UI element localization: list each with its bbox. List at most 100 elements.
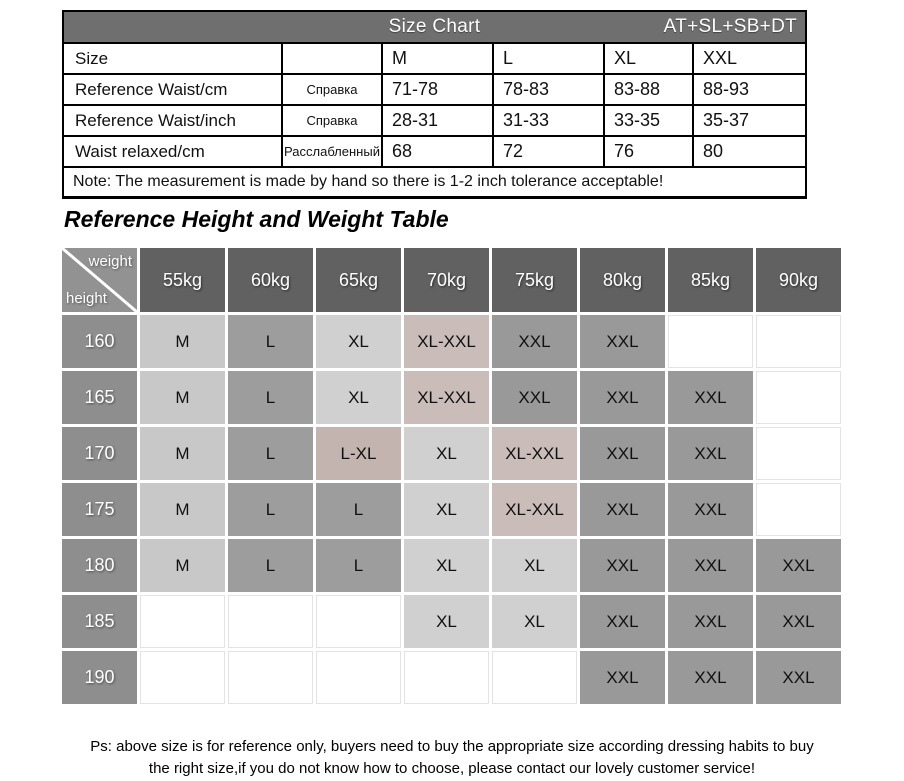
size-cell: XXL [756,595,841,648]
size-cell: XXL [580,427,665,480]
size-cell: L [228,539,313,592]
size-cell: XXL [668,371,753,424]
measure-value: 68 [383,137,492,166]
measure-row-russian-note: Расслабленный [283,137,381,166]
size-cell: XL [404,595,489,648]
size-cell: L [316,483,401,536]
footer-line2: the right size,if you do not know how to… [148,759,756,777]
size-cell: M [140,483,225,536]
height-row-header: 175 [62,483,137,536]
size-cell: XL-XXL [404,371,489,424]
size-cell: L [228,427,313,480]
size-cell: L [228,483,313,536]
size-cell: XXL [580,595,665,648]
empty-cell [316,651,401,704]
size-cell: XL-XXL [492,427,577,480]
size-cell: L-XL [316,427,401,480]
size-cell: XL [404,539,489,592]
size-cell: M [140,539,225,592]
size-cell: XXL [580,315,665,368]
empty-cell [316,595,401,648]
size-cell: XXL [492,315,577,368]
measure-value: 71-78 [383,75,492,104]
measure-value: 28-31 [383,106,492,135]
footer-note: Ps: above size is for reference only, bu… [0,736,904,780]
weight-column-header: 65kg [316,248,401,312]
height-row-header: 190 [62,651,137,704]
measure-value: 72 [494,137,603,166]
size-chart-code: AT+SL+SB+DT [663,16,797,37]
height-row-header: 185 [62,595,137,648]
size-cell: M [140,315,225,368]
size-cell: XL [492,539,577,592]
corner-weight-label: weight [88,253,132,270]
height-row-header: 170 [62,427,137,480]
height-row-header: 180 [62,539,137,592]
measure-value: 88-93 [694,75,805,104]
size-cell: L [228,315,313,368]
size-cell: M [140,427,225,480]
size-cell: XXL [668,427,753,480]
empty-cell [756,427,841,480]
empty-cell [228,595,313,648]
corner-height-label: height [66,290,107,307]
measure-value: 33-35 [605,106,692,135]
size-cell: XXL [756,539,841,592]
size-cell: XXL [668,651,753,704]
size-cell: L [316,539,401,592]
weight-column-header: 70kg [404,248,489,312]
measure-row-label: Waist relaxed/cm [64,137,281,166]
measure-value: 78-83 [494,75,603,104]
empty-cell [228,651,313,704]
size-column-header: XXL [694,44,805,73]
empty-cell [668,315,753,368]
size-cell: XL [316,371,401,424]
measure-value: 80 [694,137,805,166]
measure-value: 83-88 [605,75,692,104]
empty-cell [140,651,225,704]
size-chart-grid: Size M L XL XXL Reference Waist/cm Справка 71-7… [64,42,805,197]
size-cell: XXL [492,371,577,424]
measure-value: 35-37 [694,106,805,135]
size-cell: XXL [668,539,753,592]
weight-column-header: 55kg [140,248,225,312]
tolerance-note: Note: The measurement is made by hand so… [64,168,805,196]
measure-value: 76 [605,137,692,166]
empty-cell [492,651,577,704]
empty-cell [140,595,225,648]
size-column-header: M [383,44,492,73]
size-chart-title: Size Chart [388,16,481,37]
height-row-header: 160 [62,315,137,368]
size-column-header: XL [605,44,692,73]
size-cell: XXL [580,539,665,592]
size-cell: M [140,371,225,424]
hw-table-title: Reference Height and Weight Table [64,206,449,232]
weight-column-header: 85kg [668,248,753,312]
empty-cell [404,651,489,704]
size-cell: XL [492,595,577,648]
size-row-label: Size [64,44,281,73]
size-cell: XL [404,483,489,536]
weight-column-header: 90kg [756,248,841,312]
footer-line1: Ps: above size is for reference only, bu… [90,738,814,755]
size-cell: XXL [756,651,841,704]
measure-row-russian-note: Справка [283,75,381,104]
size-cell: XL-XXL [492,483,577,536]
size-cell: XL [404,427,489,480]
diagonal-line [62,248,137,312]
size-cell: XXL [580,371,665,424]
size-cell: XXL [668,483,753,536]
height-row-header: 165 [62,371,137,424]
size-row-spacer [283,44,381,73]
measure-row-russian-note: Справка [283,106,381,135]
size-chart-table: Size Chart AT+SL+SB+DT Size M L XL XXL Refere… [62,10,807,199]
weight-column-header: 80kg [580,248,665,312]
size-cell: XXL [668,595,753,648]
size-cell: XL-XXL [404,315,489,368]
size-cell: XXL [580,651,665,704]
size-cell: L [228,371,313,424]
hw-corner-cell: weight height [62,248,137,312]
empty-cell [756,371,841,424]
height-weight-table: weight height 55kg 60kg 65kg 70kg 75kg 80kg 85… [62,248,841,704]
